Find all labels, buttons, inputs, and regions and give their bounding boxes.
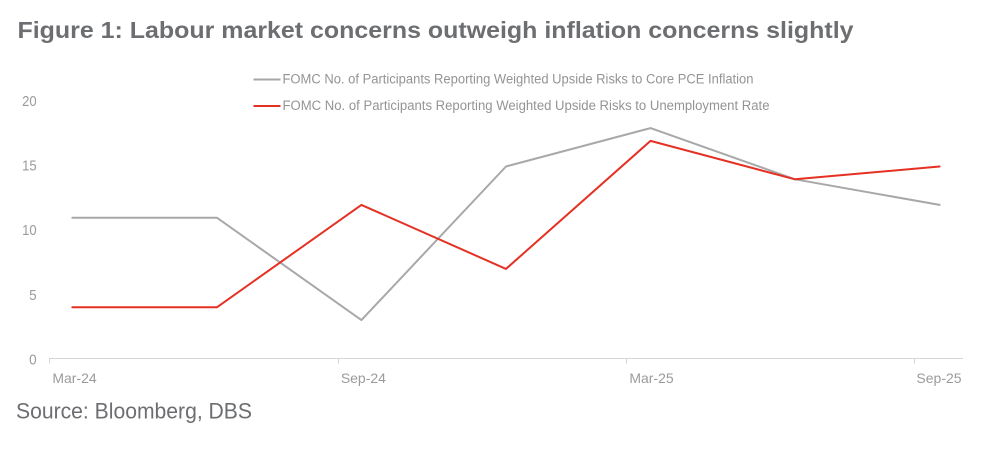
svg-text:10: 10 <box>22 222 37 239</box>
svg-text:FOMC No. of Participants Repor: FOMC No. of Participants Reporting Weigh… <box>283 98 770 114</box>
svg-text:Sep-24: Sep-24 <box>341 370 386 386</box>
svg-text:Figure 1: Labour market concer: Figure 1: Labour market concerns outweig… <box>18 17 854 43</box>
svg-text:5: 5 <box>29 287 37 304</box>
svg-text:20: 20 <box>22 93 37 110</box>
svg-text:FOMC No. of Participants Repor: FOMC No. of Participants Reporting Weigh… <box>283 72 754 88</box>
svg-text:Source: Bloomberg, DBS: Source: Bloomberg, DBS <box>16 398 252 423</box>
svg-text:0: 0 <box>29 351 37 368</box>
svg-text:Mar-25: Mar-25 <box>629 370 674 386</box>
svg-text:15: 15 <box>22 158 37 175</box>
svg-text:Sep-25: Sep-25 <box>916 370 961 386</box>
svg-text:Mar-24: Mar-24 <box>52 370 97 386</box>
